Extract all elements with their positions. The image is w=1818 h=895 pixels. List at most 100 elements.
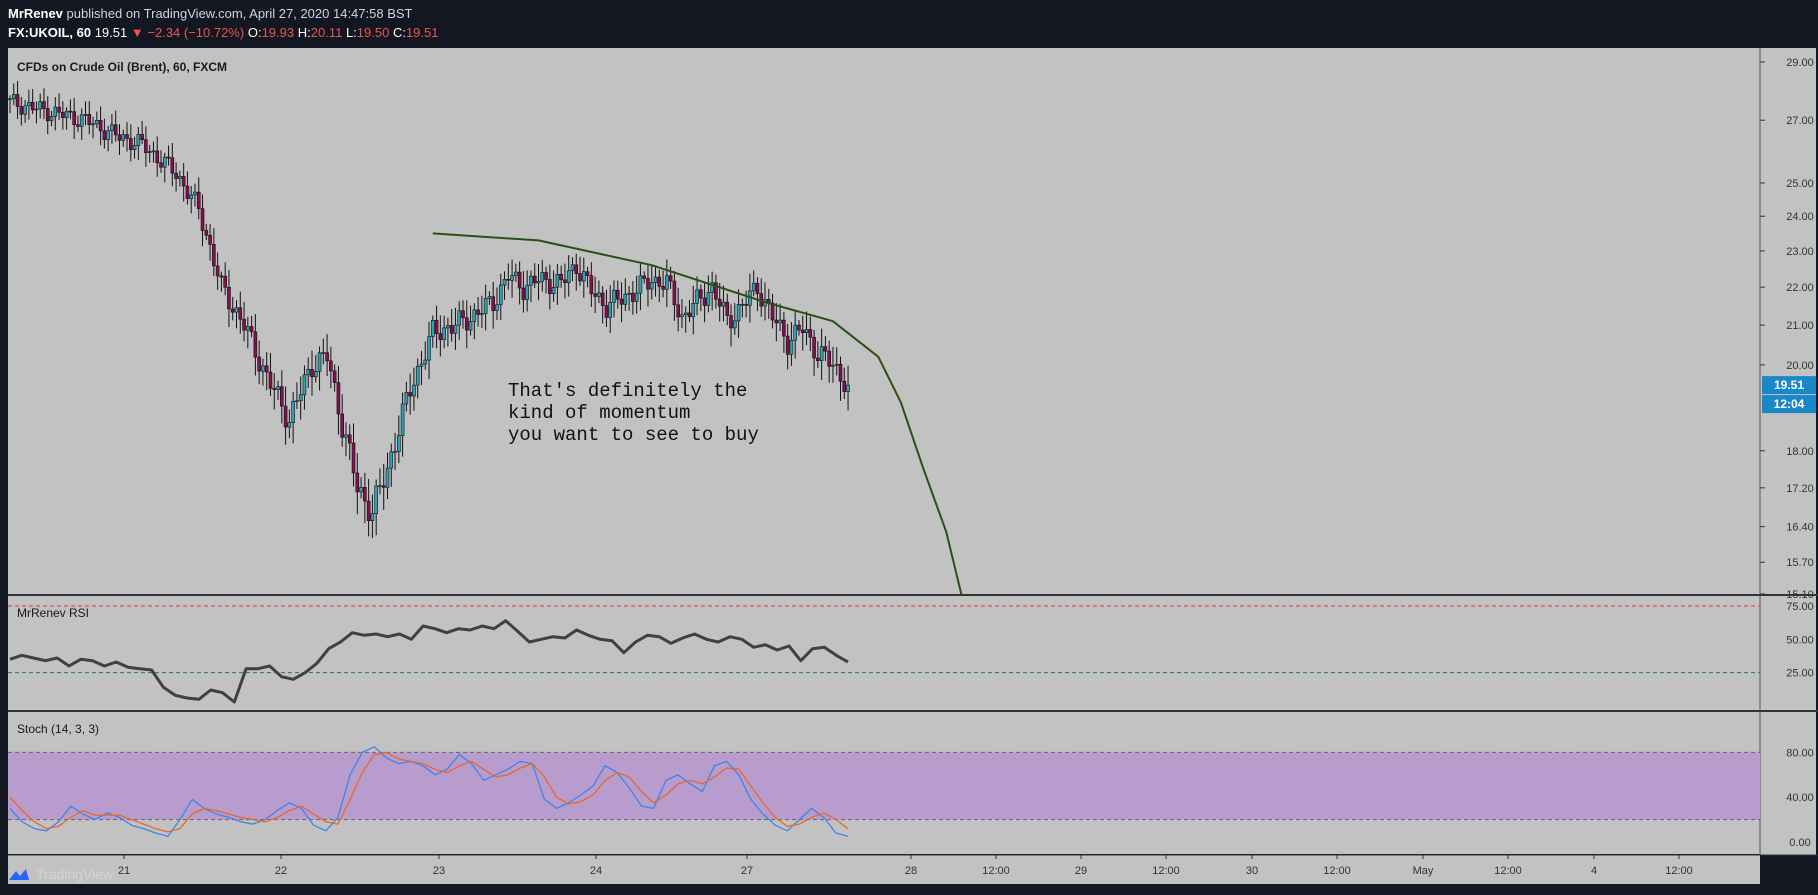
- candle: [246, 316, 250, 349]
- candle: [631, 281, 635, 315]
- candle: [842, 367, 847, 400]
- candle-body: [819, 346, 824, 361]
- candle-body: [374, 485, 378, 514]
- candle-body: [110, 124, 114, 132]
- candle: [649, 265, 654, 300]
- candle-body: [721, 301, 726, 307]
- publish-info: published on TradingView.com, April 27, …: [66, 6, 413, 21]
- candle-body: [823, 346, 828, 352]
- candle: [487, 291, 492, 306]
- candle-body: [381, 485, 386, 488]
- candle-body: [691, 303, 696, 318]
- candle-body: [717, 298, 722, 307]
- candle: [683, 306, 688, 333]
- candle-body: [238, 307, 243, 320]
- candle: [438, 315, 443, 357]
- candle: [132, 136, 137, 159]
- candle: [506, 263, 511, 290]
- candle-body: [310, 369, 314, 378]
- candle: [676, 287, 680, 332]
- candle: [53, 97, 58, 131]
- time-tick-label: 12:00: [1152, 865, 1180, 877]
- candle-body: [178, 176, 182, 179]
- footer-brand[interactable]: TradingView: [8, 866, 113, 882]
- candle: [691, 285, 696, 335]
- candle-body: [665, 275, 669, 290]
- candle: [264, 352, 269, 391]
- candle: [117, 124, 122, 155]
- candle-body: [404, 392, 409, 405]
- candle: [329, 346, 333, 389]
- candle-body: [317, 352, 322, 372]
- candle-body: [555, 273, 560, 288]
- candle-body: [283, 405, 288, 428]
- candle-body: [340, 413, 345, 438]
- candle-body: [87, 114, 92, 125]
- candle: [797, 319, 801, 336]
- candle: [30, 89, 35, 115]
- candle-body: [476, 309, 480, 315]
- candle-body: [597, 292, 601, 297]
- candle-body: [491, 296, 496, 311]
- candle: [393, 432, 397, 471]
- candle-body: [264, 365, 269, 373]
- candle: [657, 269, 662, 303]
- annotation-text: That's definitely the: [508, 380, 747, 402]
- candle: [702, 283, 707, 323]
- author-name[interactable]: MrRenev: [8, 6, 63, 21]
- candle: [495, 287, 499, 321]
- open-value: 19.93: [261, 25, 295, 40]
- candle-body: [472, 309, 477, 322]
- candle-body: [461, 310, 465, 319]
- low-label: L:: [345, 25, 357, 40]
- candle: [816, 341, 820, 368]
- candle: [295, 382, 299, 409]
- candle-body: [83, 114, 88, 116]
- candle-body: [646, 278, 650, 290]
- candle-body: [631, 292, 635, 302]
- candle-body: [249, 326, 254, 333]
- candle: [646, 264, 650, 307]
- candle: [800, 315, 805, 351]
- candle: [64, 107, 69, 130]
- candle-body: [72, 111, 76, 126]
- time-tick-label: 28: [905, 865, 917, 877]
- rsi-tick-label: 75.00: [1786, 601, 1814, 613]
- candle-body: [389, 451, 394, 469]
- candle: [461, 300, 465, 329]
- candle: [548, 264, 552, 310]
- symbol-name[interactable]: FX:UKOIL, 60: [8, 25, 92, 40]
- stoch-tick-label: 0.00: [1789, 837, 1810, 849]
- annotation-text: you want to see to buy: [508, 424, 759, 446]
- candle-body: [521, 287, 526, 300]
- candle-body: [136, 134, 141, 146]
- candle-body: [789, 339, 794, 355]
- candle-body: [140, 134, 144, 141]
- candle-body: [19, 106, 24, 115]
- candle-body: [170, 157, 175, 174]
- candle: [400, 392, 405, 457]
- candle-body: [200, 208, 205, 231]
- candle: [366, 478, 371, 537]
- candle-body: [816, 357, 820, 361]
- candle-body: [808, 329, 813, 338]
- candle: [740, 298, 745, 318]
- candle: [351, 423, 356, 487]
- candle-body: [581, 271, 586, 282]
- candle: [110, 114, 114, 144]
- candle-body: [370, 513, 375, 521]
- candle: [563, 263, 567, 299]
- candle-body: [155, 150, 160, 164]
- candle: [340, 394, 345, 447]
- candle: [193, 183, 197, 207]
- candle-body: [79, 114, 84, 127]
- candle-body: [53, 106, 58, 117]
- candle: [42, 88, 46, 119]
- candle: [729, 304, 733, 347]
- candle: [238, 291, 243, 334]
- candle-body: [321, 352, 326, 354]
- candle-body: [657, 276, 662, 287]
- candle-body: [548, 279, 552, 294]
- time-tick-label: 12:00: [1494, 865, 1522, 877]
